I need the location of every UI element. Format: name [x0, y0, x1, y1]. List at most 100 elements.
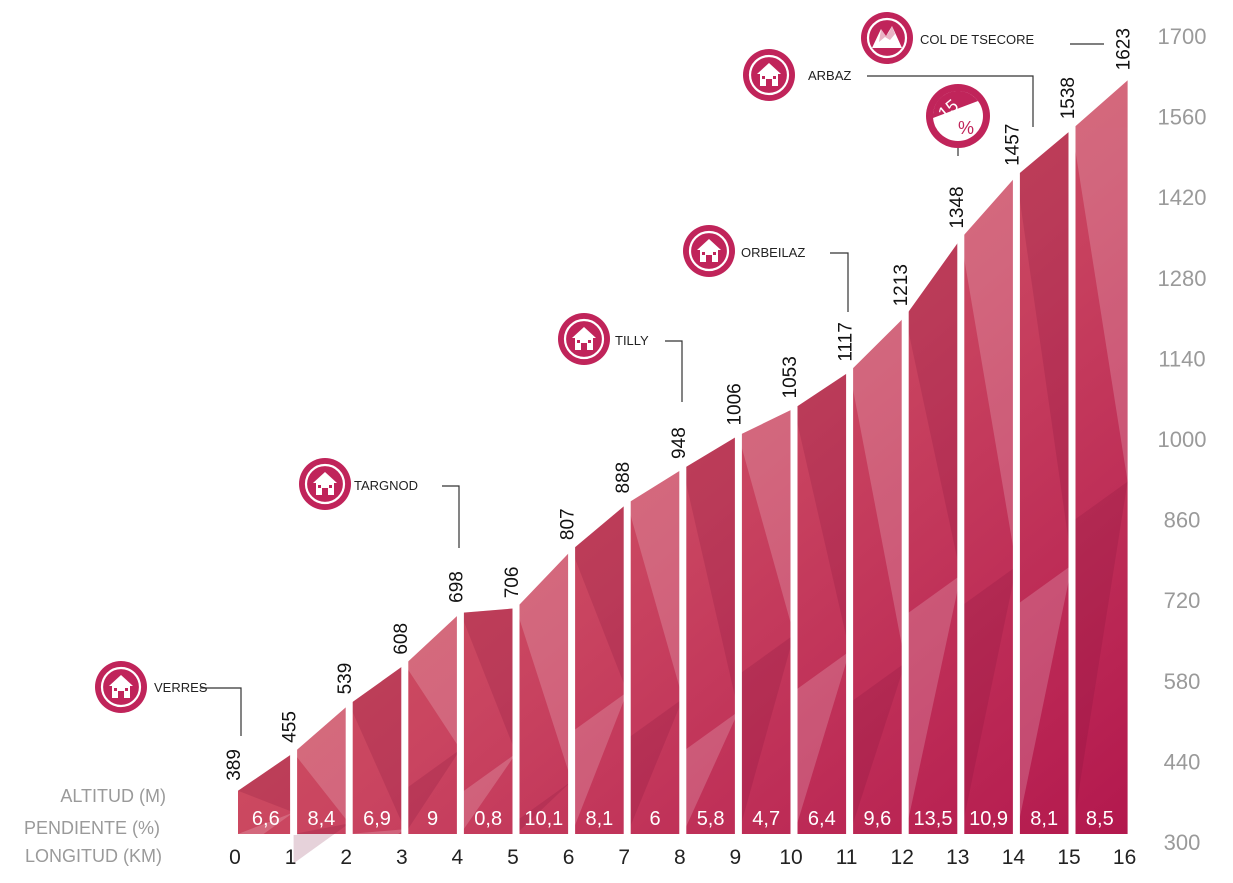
y-tick-label: 1700 [1158, 24, 1207, 49]
altitude-label: 1006 [724, 383, 745, 425]
facet [738, 634, 794, 834]
x-tick-label: 10 [779, 846, 802, 869]
gradient-label: 5,8 [697, 808, 725, 830]
altitude-label: 455 [280, 711, 301, 743]
icon-ring [866, 17, 908, 59]
place-marker: ARBAZ [743, 49, 1034, 127]
altitude-label: 1213 [891, 264, 912, 306]
gradient-label: 0,8 [474, 808, 502, 830]
facet [571, 692, 628, 834]
house-window [762, 76, 765, 79]
x-tick-label: 7 [618, 846, 630, 869]
icon-ring [563, 318, 605, 360]
altitude-label: 948 [669, 427, 690, 459]
leader-line [867, 75, 1034, 127]
row-labels: ALTITUD (M) PENDIENTE (%) LONGITUD (KM) [24, 786, 166, 866]
leader-line [200, 687, 242, 736]
x-tick-label: 2 [340, 846, 352, 869]
altitude-label: 1538 [1058, 77, 1079, 119]
place-marker: TILLY [558, 313, 683, 402]
gradient-label: 6 [649, 808, 660, 830]
x-tick-label: 9 [730, 846, 742, 869]
place-marker: TARGNOD [299, 458, 460, 548]
house-roof [757, 63, 781, 74]
facet [682, 711, 739, 834]
facet [349, 664, 405, 830]
altitude-labels: 389 455 539 608 698 706 807 888 948 1006 1053 1117 1… [224, 28, 1135, 781]
x-tick-label: 1 [285, 846, 297, 869]
facet [404, 612, 461, 750]
icon-ring [100, 666, 142, 708]
house-door [766, 79, 772, 86]
mountain-shape [872, 26, 902, 48]
facet [460, 608, 516, 754]
x-tick-label: 8 [674, 846, 686, 869]
y-tick-label: 300 [1164, 830, 1201, 855]
x-tick-label: 13 [946, 846, 969, 869]
x-tick-label: 12 [891, 846, 914, 869]
house-roof [697, 239, 721, 250]
place-label: COL DE TSECORE [920, 32, 1034, 47]
facet [627, 698, 683, 834]
y-tick-label: 1560 [1158, 105, 1207, 130]
x-tick-label: 3 [396, 846, 408, 869]
facet [516, 550, 572, 782]
facet [293, 823, 350, 864]
altitude-label: 1457 [1002, 124, 1023, 166]
facet [238, 812, 294, 853]
leader-line [442, 485, 460, 548]
y-tick-label: 1280 [1158, 266, 1207, 291]
gradient-label: 6,4 [808, 808, 836, 830]
place-label: TARGNOD [354, 478, 418, 493]
house-window [588, 340, 591, 343]
gradient-label: 10,1 [524, 808, 563, 830]
altitude-label: 1053 [780, 356, 801, 398]
row-label-altitude: ALTITUD (M) [60, 786, 166, 806]
gradient-label: 8,1 [585, 808, 613, 830]
gradient-label: 9,6 [863, 808, 891, 830]
x-tick-label: 6 [563, 846, 575, 869]
y-axis: 300 440 580 720 860 1000 1140 1280 1420 1560 1700 [1158, 24, 1207, 855]
gradient-labels: 6,6 8,4 6,9 9 0,8 10,1 8,1 6 5,8 4,7 6,4 9,6 13,5 10,… [252, 808, 1114, 830]
house-window [773, 76, 776, 79]
house-roof [313, 472, 337, 483]
house-window [125, 688, 128, 691]
gradient-label: 8,1 [1030, 808, 1058, 830]
facet [849, 662, 906, 834]
x-tick-label: 5 [507, 846, 519, 869]
facet [1072, 80, 1128, 482]
altitude-label: 608 [391, 623, 412, 655]
altitude-label: 807 [558, 508, 579, 540]
gradient-label: 13,5 [914, 808, 953, 830]
facet [794, 651, 850, 834]
facet [960, 175, 1017, 567]
altitude-label: 539 [335, 663, 356, 695]
altitude-label: 698 [446, 571, 467, 603]
house-roof [109, 675, 133, 686]
place-label: VERRES [154, 680, 208, 695]
facet [516, 781, 572, 834]
mountain-icon [861, 12, 913, 64]
house-roof [572, 327, 596, 338]
facet [571, 503, 628, 693]
x-tick-label: 15 [1057, 846, 1080, 869]
facet [1072, 481, 1128, 834]
facet [794, 371, 850, 652]
altitude-label: 888 [613, 462, 634, 494]
profile-facets [238, 80, 1128, 870]
icon-ring [748, 54, 790, 96]
gradient-label: 10,9 [969, 808, 1008, 830]
facet [738, 408, 794, 635]
facet [905, 575, 961, 834]
facet [1016, 564, 1072, 834]
gradient-label: 8,4 [307, 808, 335, 830]
row-label-gradient: PENDIENTE (%) [24, 818, 160, 838]
house-door [706, 255, 712, 262]
row-label-distance: LONGITUD (KM) [25, 846, 162, 866]
place-marker: COL DE TSECORE [861, 12, 1104, 64]
place-label: TILLY [615, 333, 649, 348]
badge-unit: % [958, 118, 974, 138]
altitude-label: 389 [224, 749, 245, 781]
facet [238, 752, 294, 813]
